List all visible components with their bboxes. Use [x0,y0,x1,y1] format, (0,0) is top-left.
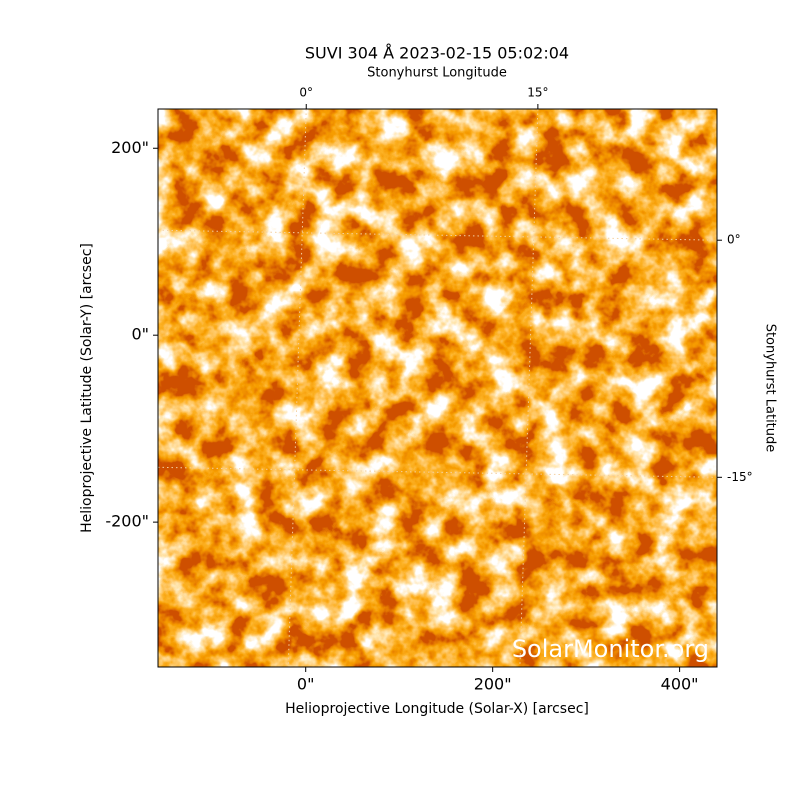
y2-tick-label: -15° [727,470,753,484]
x-tick-label: 200" [474,675,512,694]
x-tick-label: 0" [297,675,315,694]
y2-label: Stonyhurst Latitude [763,324,778,453]
grid-layer [158,109,717,667]
y-tick-label: 0" [131,325,149,344]
plot-frame [157,108,718,668]
y-tick-label: 200" [111,138,149,157]
x2-tick-label: 15° [527,86,548,100]
x-label: Helioprojective Longitude (Solar-X) [arc… [285,701,589,717]
latitude-grid-line [158,229,717,241]
longitude-grid-line [287,109,307,667]
latitude-grid-line [158,466,717,478]
watermark: SolarMonitor.org [512,635,709,663]
x-tick-label: 400" [661,675,699,694]
x2-tick-label: 0° [299,86,313,100]
chart-title: SUVI 304 Å 2023-02-15 05:02:04 [305,44,569,63]
y-tick-label: -200" [105,512,149,531]
y2-tick-label: 0° [727,233,741,247]
solar-image [158,109,717,667]
y-label: Helioprojective Latitude (Solar-Y) [arcs… [79,243,95,533]
x2-label: Stonyhurst Longitude [367,66,507,81]
longitude-grid-line [519,109,539,667]
